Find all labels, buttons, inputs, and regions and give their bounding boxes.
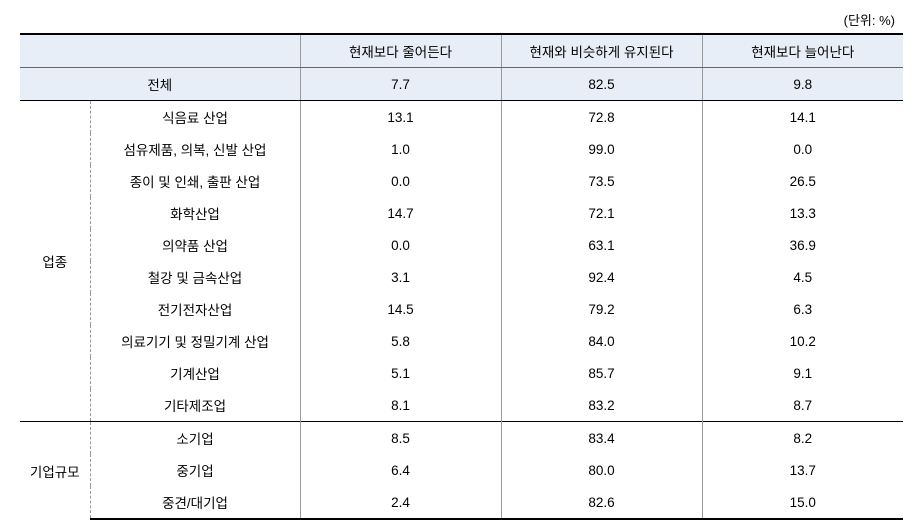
group-label: 업종 — [20, 101, 90, 422]
cell-value: 10.2 — [702, 325, 903, 357]
cell-value: 79.2 — [501, 293, 702, 325]
row-label: 종이 및 인쇄, 출판 산업 — [90, 165, 300, 197]
row-label: 철강 및 금속산업 — [90, 261, 300, 293]
table-row: 업종식음료 산업13.172.814.1 — [20, 101, 903, 134]
data-table: 현재보다 줄어든다 현재와 비슷하게 유지된다 현재보다 늘어난다 전체 7.7… — [20, 33, 903, 520]
cell-value: 8.5 — [300, 422, 501, 455]
cell-value: 14.1 — [702, 101, 903, 134]
header-col-1: 현재보다 줄어든다 — [300, 34, 501, 68]
cell-value: 8.2 — [702, 422, 903, 455]
cell-value: 14.7 — [300, 197, 501, 229]
cell-value: 9.1 — [702, 357, 903, 389]
row-label: 식음료 산업 — [90, 101, 300, 134]
total-v2: 82.5 — [501, 68, 702, 101]
table-row: 기계산업5.185.79.1 — [20, 357, 903, 389]
cell-value: 3.1 — [300, 261, 501, 293]
cell-value: 99.0 — [501, 133, 702, 165]
cell-value: 13.7 — [702, 454, 903, 486]
cell-value: 83.2 — [501, 389, 702, 422]
table-row: 섬유제품, 의복, 신발 산업1.099.00.0 — [20, 133, 903, 165]
cell-value: 2.4 — [300, 486, 501, 519]
cell-value: 14.5 — [300, 293, 501, 325]
cell-value: 8.7 — [702, 389, 903, 422]
table-row: 화학산업14.772.113.3 — [20, 197, 903, 229]
header-row: 현재보다 줄어든다 현재와 비슷하게 유지된다 현재보다 늘어난다 — [20, 34, 903, 68]
cell-value: 13.3 — [702, 197, 903, 229]
cell-value: 5.8 — [300, 325, 501, 357]
cell-value: 26.5 — [702, 165, 903, 197]
row-label: 섬유제품, 의복, 신발 산업 — [90, 133, 300, 165]
table-row: 종이 및 인쇄, 출판 산업0.073.526.5 — [20, 165, 903, 197]
row-label: 전기전자산업 — [90, 293, 300, 325]
cell-value: 84.0 — [501, 325, 702, 357]
row-label: 기타제조업 — [90, 389, 300, 422]
total-row: 전체 7.7 82.5 9.8 — [20, 68, 903, 101]
row-label: 소기업 — [90, 422, 300, 455]
row-label: 기계산업 — [90, 357, 300, 389]
total-label: 전체 — [20, 68, 300, 101]
row-label: 화학산업 — [90, 197, 300, 229]
cell-value: 8.1 — [300, 389, 501, 422]
table-row: 전기전자산업14.579.26.3 — [20, 293, 903, 325]
row-label: 중견/대기업 — [90, 486, 300, 519]
table-row: 중견/대기업2.482.615.0 — [20, 486, 903, 519]
cell-value: 0.0 — [300, 229, 501, 261]
cell-value: 6.3 — [702, 293, 903, 325]
cell-value: 5.1 — [300, 357, 501, 389]
cell-value: 73.5 — [501, 165, 702, 197]
cell-value: 0.0 — [300, 165, 501, 197]
cell-value: 80.0 — [501, 454, 702, 486]
cell-value: 13.1 — [300, 101, 501, 134]
table-body: 전체 7.7 82.5 9.8 업종식음료 산업13.172.814.1섬유제품… — [20, 68, 903, 520]
unit-label: (단위: %) — [20, 10, 903, 29]
cell-value: 15.0 — [702, 486, 903, 519]
cell-value: 36.9 — [702, 229, 903, 261]
cell-value: 92.4 — [501, 261, 702, 293]
cell-value: 4.5 — [702, 261, 903, 293]
header-blank — [20, 34, 300, 68]
group-label: 기업규모 — [20, 422, 90, 520]
table-row: 기타제조업8.183.28.7 — [20, 389, 903, 422]
row-label: 의약품 산업 — [90, 229, 300, 261]
cell-value: 82.6 — [501, 486, 702, 519]
table-row: 의료기기 및 정밀기계 산업5.884.010.2 — [20, 325, 903, 357]
cell-value: 6.4 — [300, 454, 501, 486]
cell-value: 85.7 — [501, 357, 702, 389]
table-row: 의약품 산업0.063.136.9 — [20, 229, 903, 261]
cell-value: 1.0 — [300, 133, 501, 165]
total-v1: 7.7 — [300, 68, 501, 101]
cell-value: 72.8 — [501, 101, 702, 134]
table-row: 중기업6.480.013.7 — [20, 454, 903, 486]
header-col-2: 현재와 비슷하게 유지된다 — [501, 34, 702, 68]
cell-value: 0.0 — [702, 133, 903, 165]
row-label: 의료기기 및 정밀기계 산업 — [90, 325, 300, 357]
cell-value: 83.4 — [501, 422, 702, 455]
table-row: 기업규모소기업8.583.48.2 — [20, 422, 903, 455]
table-row: 철강 및 금속산업3.192.44.5 — [20, 261, 903, 293]
total-v3: 9.8 — [702, 68, 903, 101]
cell-value: 72.1 — [501, 197, 702, 229]
header-col-3: 현재보다 늘어난다 — [702, 34, 903, 68]
row-label: 중기업 — [90, 454, 300, 486]
cell-value: 63.1 — [501, 229, 702, 261]
